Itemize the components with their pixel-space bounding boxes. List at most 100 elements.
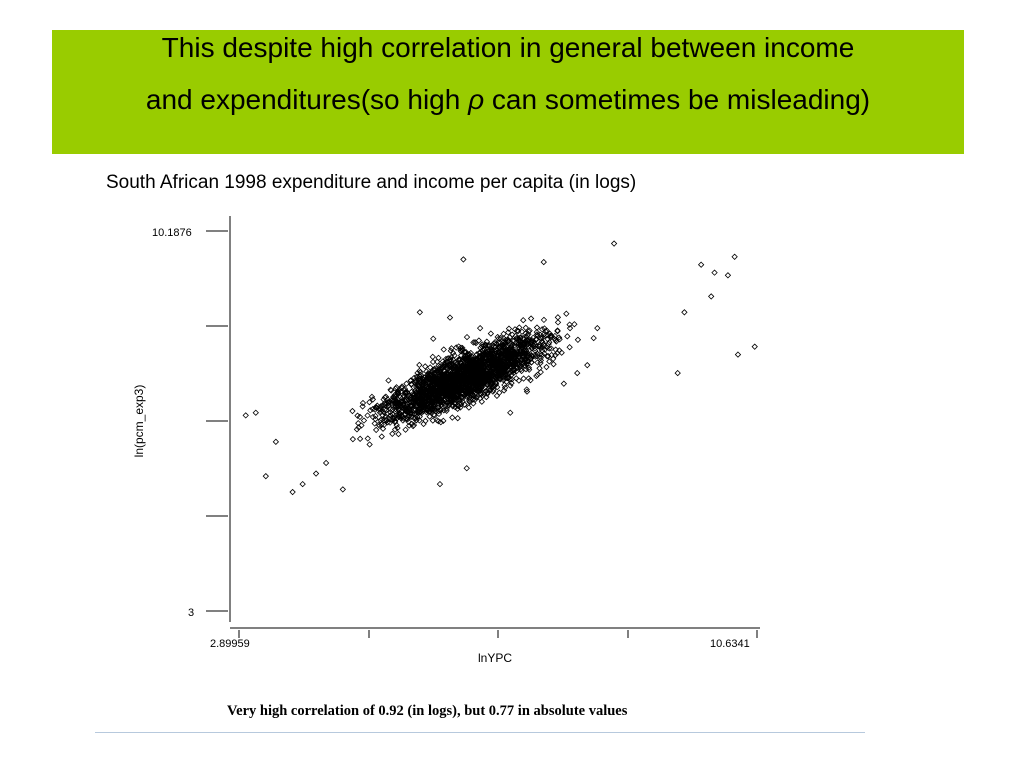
- data-point: [376, 409, 384, 416]
- data-point: [437, 399, 444, 406]
- data-point: [391, 426, 399, 433]
- data-point: [436, 395, 444, 402]
- data-point: [356, 435, 364, 442]
- data-point: [410, 421, 418, 429]
- data-point: [429, 358, 437, 366]
- data-point: [387, 409, 394, 416]
- data-point: [441, 363, 448, 370]
- data-point: [262, 473, 269, 480]
- data-point: [484, 390, 491, 398]
- data-point: [519, 353, 526, 360]
- data-point: [406, 413, 413, 420]
- data-point: [447, 355, 454, 363]
- data-point: [540, 258, 547, 266]
- data-point: [359, 399, 367, 407]
- data-point: [430, 411, 437, 418]
- data-point: [512, 350, 519, 357]
- data-point: [438, 401, 445, 409]
- data-point: [497, 339, 504, 347]
- data-point: [322, 459, 330, 467]
- data-point: [734, 351, 742, 358]
- data-point: [376, 422, 383, 429]
- data-point: [520, 375, 527, 382]
- data-point: [423, 384, 430, 391]
- data-point: [563, 310, 570, 317]
- data-point: [490, 365, 497, 372]
- data-point: [523, 386, 530, 393]
- data-point: [408, 381, 415, 388]
- data-point: [392, 402, 399, 410]
- data-point: [252, 409, 259, 416]
- data-point: [525, 364, 533, 371]
- data-point: [505, 337, 512, 344]
- data-point: [401, 410, 408, 418]
- data-points: [242, 240, 758, 496]
- data-point: [410, 406, 417, 413]
- data-point: [491, 338, 499, 346]
- data-point: [426, 370, 434, 377]
- data-point: [510, 366, 518, 373]
- data-point: [405, 418, 412, 426]
- data-point: [447, 347, 455, 354]
- data-point: [560, 380, 568, 387]
- data-point: [536, 365, 543, 372]
- data-point: [501, 362, 508, 369]
- data-point: [242, 412, 249, 419]
- data-point: [493, 351, 501, 359]
- data-point: [516, 341, 523, 349]
- data-point: [461, 401, 469, 408]
- data-point: [441, 382, 448, 389]
- data-point: [420, 399, 427, 407]
- data-point: [461, 368, 468, 375]
- data-point: [515, 355, 522, 362]
- data-point: [431, 365, 438, 372]
- data-point: [457, 348, 465, 355]
- data-point: [505, 325, 513, 332]
- data-point: [487, 330, 495, 337]
- data-point: [400, 398, 407, 405]
- data-point: [470, 388, 477, 395]
- data-point: [554, 327, 561, 334]
- data-point: [463, 364, 471, 371]
- data-point: [443, 388, 450, 395]
- data-point: [460, 369, 468, 376]
- data-point: [438, 392, 445, 399]
- data-point: [507, 357, 515, 364]
- data-point: [467, 366, 475, 373]
- data-point: [477, 362, 485, 370]
- data-point: [489, 358, 497, 366]
- data-point: [492, 380, 499, 387]
- title-line-2-pre: and expenditures(so high: [145, 84, 469, 115]
- data-point: [502, 375, 509, 382]
- data-point: [462, 382, 469, 389]
- data-point: [407, 413, 415, 421]
- data-point: [459, 395, 466, 402]
- data-point: [547, 334, 554, 341]
- data-point: [411, 415, 418, 423]
- data-point: [463, 465, 470, 472]
- data-point: [369, 396, 377, 403]
- data-point: [364, 435, 371, 442]
- data-point: [369, 413, 377, 421]
- data-point: [446, 371, 453, 379]
- data-point: [484, 371, 491, 378]
- data-point: [469, 362, 477, 369]
- data-point: [525, 375, 532, 382]
- data-point: [416, 401, 424, 408]
- data-point: [368, 393, 376, 401]
- data-point: [416, 361, 423, 369]
- data-point: [513, 365, 520, 372]
- data-point: [470, 373, 477, 380]
- data-point: [571, 321, 578, 328]
- data-point: [476, 395, 484, 402]
- data-point: [467, 392, 474, 399]
- data-point: [461, 362, 468, 370]
- data-point: [453, 344, 460, 351]
- data-point: [457, 374, 464, 382]
- data-point: [339, 486, 347, 493]
- axes: 10.1876 3 2.89959 10.6341 lnYPC ln(pcm_e…: [132, 216, 760, 665]
- data-point: [462, 348, 470, 356]
- data-point: [556, 336, 563, 343]
- data-point: [522, 350, 529, 358]
- data-point: [380, 417, 388, 424]
